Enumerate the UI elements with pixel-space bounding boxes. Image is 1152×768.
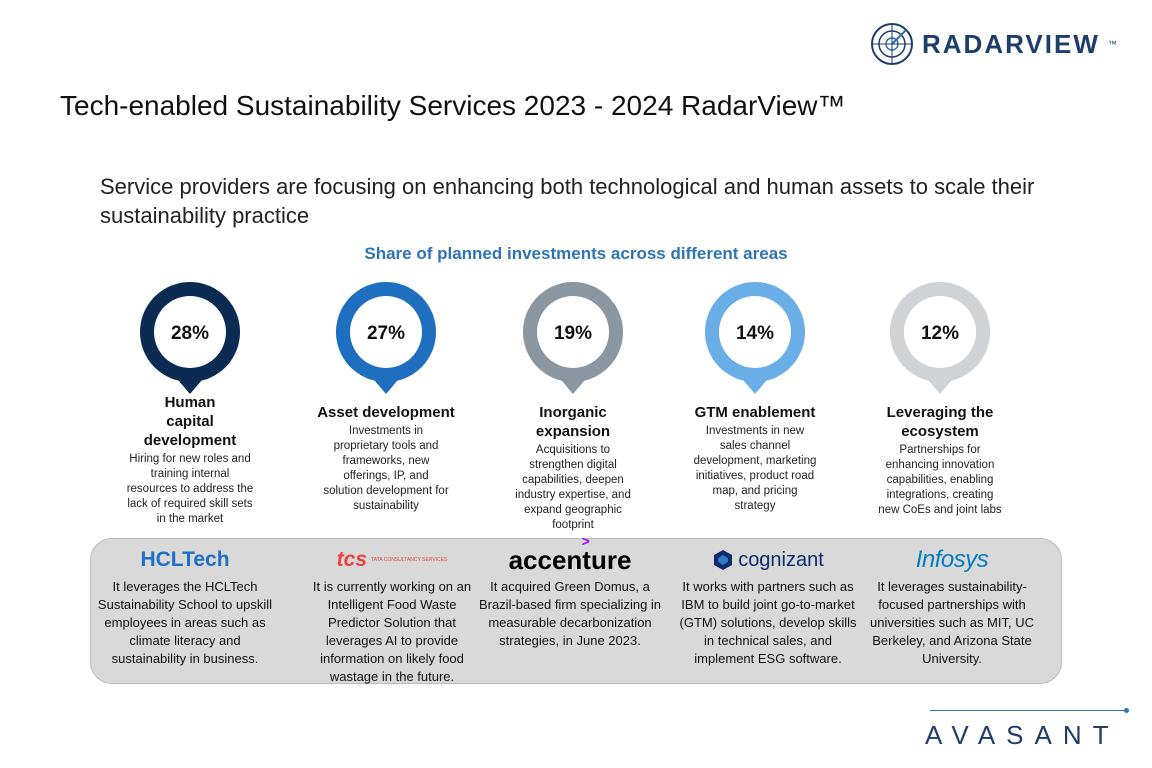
pin-description: Acquisitions to strengthen digital capab… [515, 444, 631, 531]
provider-text: It leverages sustainability-focused part… [870, 579, 1034, 666]
pin-center [154, 296, 226, 368]
provider-cognizant: cognizant It works with partners such as… [676, 546, 860, 668]
pin-tail [738, 374, 772, 394]
pin-description: Investments in new sales channel develop… [693, 425, 817, 512]
pin-center [350, 296, 422, 368]
pin-tail [173, 374, 207, 394]
provider-text: It is currently working on an Intelligen… [312, 579, 472, 684]
pin-category: Human capital development [143, 394, 237, 449]
pin-icon: 27% [335, 282, 436, 394]
pin-description: Partnerships for enhancing innovation ca… [878, 444, 1002, 516]
accenture-arrow-icon: > [581, 532, 590, 549]
pin-center [537, 296, 609, 368]
provider-tcs: tcs TATA CONSULTANCY SERVICES It is curr… [300, 546, 484, 686]
cognizant-logo: cognizant [712, 549, 824, 572]
pin-icon: 12% [889, 282, 990, 394]
accenture-logo: accenture > [508, 533, 632, 576]
avasant-logo: AVASANT [925, 720, 1120, 750]
brand-name: RADARVIEW [922, 28, 1100, 59]
pin-value: 19% [554, 323, 592, 344]
radar-icon [871, 23, 913, 65]
tcs-logo: tcs TATA CONSULTANCY SERVICES [337, 548, 448, 572]
pin-tail [923, 374, 957, 394]
brand-tm: ™ [1107, 39, 1117, 49]
cognizant-name: cognizant [738, 548, 824, 571]
pin-icon: 19% [522, 282, 623, 394]
pin-tail [556, 374, 590, 394]
pin-category: Asset development [317, 404, 455, 421]
provider-text: It acquired Green Domus, a Brazil-based … [478, 579, 662, 648]
pin-marker-5: 12% Leveraging the ecosystem Partnerships … [855, 280, 1025, 518]
pin-category: Leveraging the ecosystem [886, 404, 994, 440]
footer-dot [1124, 708, 1129, 713]
infosys-logo: Infosys [915, 546, 989, 573]
pin-value: 27% [367, 323, 405, 344]
tcs-subtext: TATA CONSULTANCY SERVICES [371, 557, 448, 563]
footer-divider [930, 710, 1124, 711]
provider-text: It works with partners such as IBM to bu… [679, 579, 857, 666]
accenture-name: accenture [508, 544, 632, 575]
provider-hcltech: HCLTech It leverages the HCLTech Sustain… [93, 546, 277, 668]
pin-category: GTM enablement [694, 404, 816, 421]
pin-marker-3: 19% Inorganic expansion Acquisitions to st… [488, 280, 658, 533]
cognizant-icon [714, 550, 733, 570]
pin-center [719, 296, 791, 368]
pin-icon: 14% [704, 282, 805, 394]
tcs-mark: tcs [336, 548, 368, 571]
provider-infosys: Infosys It leverages sustainability-focu… [860, 546, 1044, 668]
pin-description: Hiring for new roles and training intern… [126, 453, 254, 525]
pin-icon: 28% [139, 282, 240, 394]
pin-marker-4: 14% GTM enablement Investments in new sale… [670, 280, 840, 514]
hcltech-logo: HCLTech [140, 548, 230, 571]
pin-center [904, 296, 976, 368]
pin-marker-1: 28% Human capital development Hiring for n… [105, 280, 275, 527]
provider-panel [90, 538, 1062, 684]
pin-value: 14% [736, 323, 774, 344]
page-title: Tech-enabled Sustainability Services 202… [60, 90, 846, 121]
pin-marker-2: 27% Asset development Investments in propr… [301, 280, 471, 514]
provider-accenture: accenture > It acquired Green Domus, a Br… [478, 533, 662, 650]
pin-tail [369, 374, 403, 394]
page-subtitle: Service providers are focusing on enhanc… [100, 174, 1035, 228]
pin-description: Investments in proprietary tools and fra… [323, 425, 449, 512]
pin-category: Inorganic expansion [535, 404, 611, 440]
radarview-logo: RADARVIEW ™ [870, 22, 1117, 66]
provider-text: It leverages the HCLTech Sustainability … [97, 579, 273, 666]
pin-value: 28% [171, 323, 209, 344]
chart-title: Share of planned investments across diff… [364, 244, 788, 263]
pin-value: 12% [921, 323, 959, 344]
